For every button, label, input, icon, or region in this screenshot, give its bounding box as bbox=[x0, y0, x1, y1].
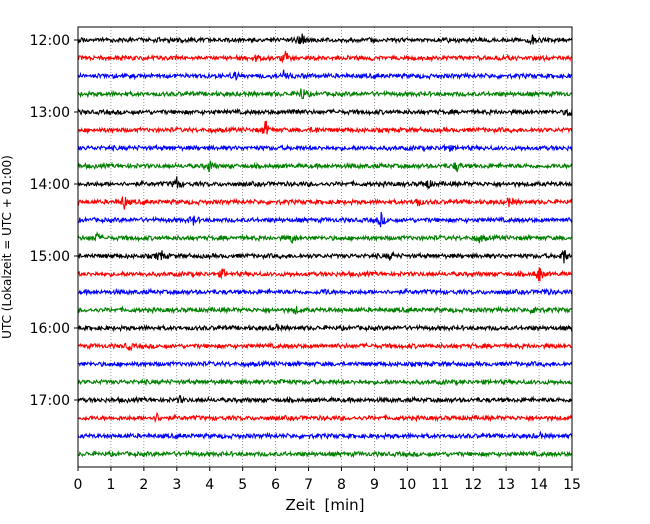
trace-1345 bbox=[77, 160, 573, 173]
x-tick-label-7: 7 bbox=[304, 477, 313, 493]
trace-1730 bbox=[77, 430, 573, 441]
trace-1715 bbox=[77, 411, 573, 424]
trace-1445 bbox=[77, 231, 573, 244]
x-tick-label-3: 3 bbox=[172, 477, 181, 493]
x-tick-label-0: 0 bbox=[74, 477, 83, 493]
trace-1430 bbox=[77, 211, 573, 228]
trace-1700 bbox=[77, 394, 573, 405]
plot-frame bbox=[77, 26, 573, 468]
y-axis-label: UTC (Lokalzeit = UTC + 01:00) bbox=[0, 155, 14, 339]
x-tick-label-14: 14 bbox=[530, 477, 548, 493]
y-axis-ticks: 12:00 13:00 14:00 15:00 16:00 17:00 bbox=[30, 33, 78, 409]
y-tick-label-0: 12:00 bbox=[30, 33, 70, 49]
x-tick-label-13: 13 bbox=[497, 477, 515, 493]
x-tick-label-1: 1 bbox=[106, 477, 115, 493]
x-axis-label: Zeit [min] bbox=[285, 496, 364, 514]
x-tick-label-8: 8 bbox=[337, 477, 346, 493]
x-axis-ticks: 0 1 2 3 4 5 6 7 8 9 10 11 12 13 14 15 bbox=[74, 467, 581, 493]
y-tick-label-2: 14:00 bbox=[30, 177, 70, 193]
trace-1330 bbox=[77, 143, 573, 153]
trace-1515 bbox=[77, 267, 573, 282]
x-tick-label-15: 15 bbox=[563, 477, 581, 493]
x-tick-label-2: 2 bbox=[139, 477, 148, 493]
x-tick-label-12: 12 bbox=[464, 477, 482, 493]
x-tick-label-5: 5 bbox=[238, 477, 247, 493]
x-tick-label-4: 4 bbox=[205, 477, 214, 493]
trace-lines bbox=[77, 33, 573, 459]
y-tick-label-1: 13:00 bbox=[30, 105, 70, 121]
trace-1400 bbox=[77, 176, 573, 191]
y-tick-label-4: 16:00 bbox=[30, 321, 70, 337]
trace-1645 bbox=[77, 377, 573, 387]
trace-1230 bbox=[77, 69, 573, 81]
trace-1615 bbox=[77, 341, 573, 352]
trace-1300 bbox=[77, 107, 573, 117]
trace-1500 bbox=[77, 249, 573, 264]
trace-1600 bbox=[77, 323, 573, 333]
x-tick-label-11: 11 bbox=[431, 477, 449, 493]
trace-1215 bbox=[77, 50, 573, 64]
trace-1315 bbox=[77, 120, 573, 135]
trace-1530 bbox=[77, 287, 573, 297]
grid-lines bbox=[110, 27, 540, 467]
trace-1545 bbox=[77, 305, 573, 315]
trace-1415 bbox=[77, 195, 573, 210]
trace-1245 bbox=[77, 88, 573, 100]
y-tick-label-5: 17:00 bbox=[30, 393, 70, 409]
x-tick-label-10: 10 bbox=[398, 477, 416, 493]
trace-1200 bbox=[77, 33, 573, 46]
y-tick-label-3: 15:00 bbox=[30, 249, 70, 265]
x-tick-label-6: 6 bbox=[271, 477, 280, 493]
x-tick-label-9: 9 bbox=[370, 477, 379, 493]
trace-1745 bbox=[77, 449, 573, 459]
trace-1630 bbox=[77, 359, 573, 369]
